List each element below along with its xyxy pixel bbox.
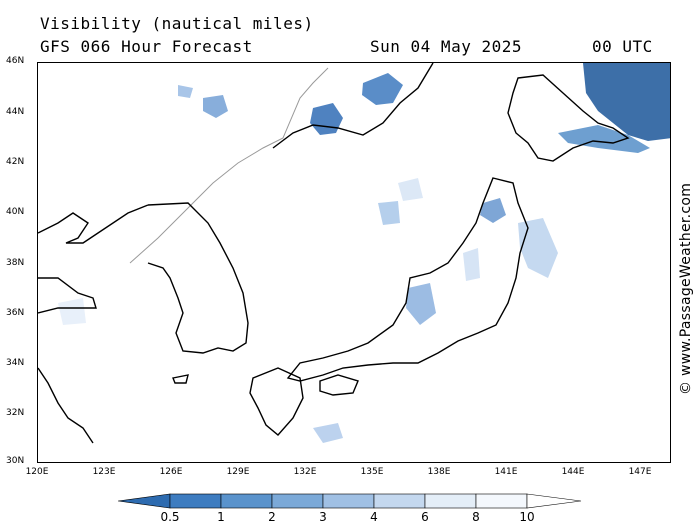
lat-label: 34N	[6, 358, 25, 368]
colorbar-label: 0.5	[160, 510, 180, 524]
colorbar-swatch	[526, 493, 582, 509]
map-title: Visibility (nautical miles)	[40, 14, 314, 33]
colorbar-swatch	[169, 493, 222, 509]
lon-label: 138E	[427, 467, 451, 477]
lat-label: 44N	[6, 107, 25, 117]
colorbar-swatch	[322, 493, 375, 509]
lat-label: 42N	[6, 157, 25, 167]
lon-label: 123E	[92, 467, 116, 477]
colorbar-label: 1	[217, 510, 225, 524]
lon-label: 135E	[360, 467, 384, 477]
country-border	[129, 67, 329, 264]
lon-label: 147E	[628, 467, 652, 477]
lat-label: 32N	[6, 408, 25, 418]
colorbar-swatch	[475, 493, 528, 509]
forecast-subtitle: GFS 066 Hour Forecast	[40, 37, 253, 56]
map-canvas	[38, 63, 670, 444]
lon-label: 144E	[561, 467, 585, 477]
lon-label: 141E	[494, 467, 518, 477]
visibility-colorbar	[118, 493, 582, 509]
colorbar-label: 10	[519, 510, 535, 524]
visibility-shading	[58, 63, 670, 443]
lat-label: 46N	[6, 56, 25, 66]
map-panel	[37, 62, 671, 463]
coastlines	[38, 63, 630, 444]
colorbar-label: 3	[319, 510, 327, 524]
forecast-date: Sun 04 May 2025	[370, 37, 522, 56]
watermark-credit: © www.PassageWeather.com	[678, 182, 694, 395]
colorbar-swatch	[118, 493, 171, 509]
lat-label: 30N	[6, 456, 25, 466]
forecast-time: 00 UTC	[592, 37, 653, 56]
lon-label: 126E	[159, 467, 183, 477]
colorbar-label: 8	[472, 510, 480, 524]
colorbar-swatch	[424, 493, 477, 509]
colorbar-swatch	[220, 493, 273, 509]
colorbar-swatch	[271, 493, 324, 509]
lon-label: 120E	[25, 467, 49, 477]
lat-label: 38N	[6, 258, 25, 268]
colorbar-label: 6	[421, 510, 429, 524]
lat-label: 40N	[6, 207, 25, 217]
colorbar-label: 4	[370, 510, 378, 524]
lat-label: 36N	[6, 308, 25, 318]
colorbar-swatch	[373, 493, 426, 509]
colorbar-label: 2	[268, 510, 276, 524]
lon-label: 132E	[293, 467, 317, 477]
lon-label: 129E	[226, 467, 250, 477]
